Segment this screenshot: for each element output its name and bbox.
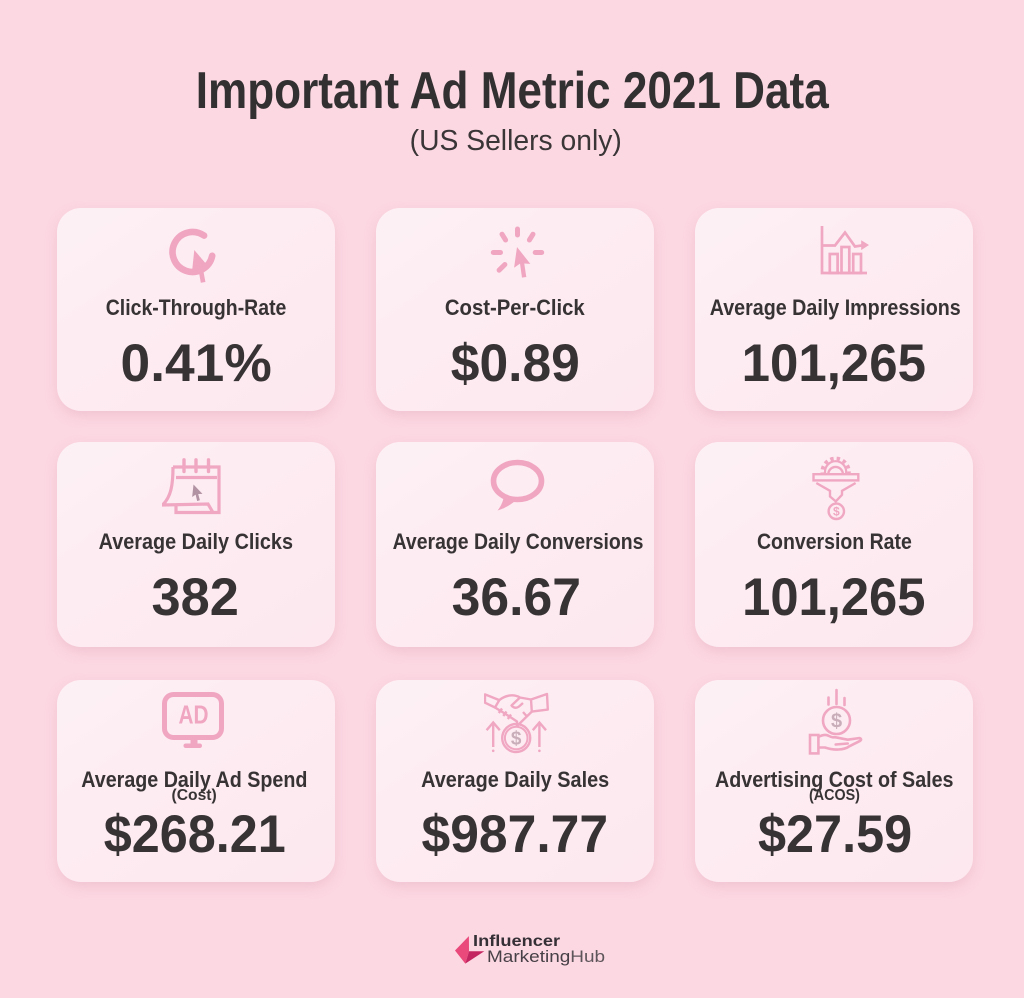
svg-text:$: $ [833,505,840,519]
svg-text:AD: AD [179,700,209,730]
svg-text:$: $ [831,711,842,733]
svg-text:$: $ [511,729,522,750]
